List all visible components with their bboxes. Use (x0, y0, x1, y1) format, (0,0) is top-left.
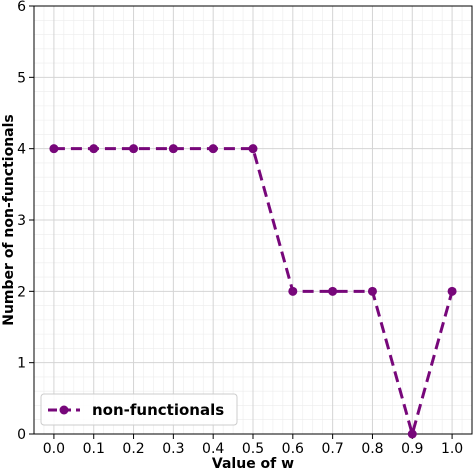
series-line (53, 147, 454, 436)
x-axis-label: Value of w (212, 456, 294, 470)
y-axis-label: Number of non-functionals (1, 114, 17, 326)
y-tick-label: 2 (17, 284, 26, 300)
y-tick-label: 6 (17, 0, 26, 15)
y-tick-label: 3 (17, 213, 26, 229)
data-point (248, 144, 258, 154)
data-point (288, 286, 298, 296)
x-tick-label: 0.7 (322, 441, 344, 457)
x-tick-label: 0.6 (282, 441, 304, 457)
x-tick-label: 0.5 (242, 441, 264, 457)
data-point (328, 286, 338, 296)
y-tick-label: 4 (17, 142, 26, 158)
data-point (208, 144, 218, 154)
data-point (367, 286, 377, 296)
data-point (129, 144, 139, 154)
data-point (447, 286, 457, 296)
y-tick-label: 5 (17, 70, 26, 86)
legend-marker (59, 405, 69, 415)
legend-box (40, 393, 238, 426)
x-tick-label: 0.1 (83, 441, 105, 457)
x-tick-label: 0.8 (361, 441, 383, 457)
data-point (407, 429, 417, 439)
legend: non-functionals (40, 393, 238, 426)
x-tick-label: 0.2 (122, 441, 144, 457)
y-axis-ticks: 0 1 2 3 4 5 6 (17, 0, 34, 443)
x-axis-ticks: 0.0 0.1 0.2 0.3 0.4 0.5 0.6 0.7 0.8 0.9 1.0 (43, 434, 463, 457)
x-tick-label: 0.9 (401, 441, 423, 457)
data-point (168, 144, 178, 154)
major-grid (34, 5, 472, 435)
data-point (49, 144, 59, 154)
y-tick-label: 1 (17, 356, 26, 372)
series-layer (49, 144, 457, 439)
legend-label: non-functionals (92, 401, 224, 419)
x-tick-label: 0.0 (43, 441, 65, 457)
data-point (89, 144, 99, 154)
x-tick-label: 0.3 (162, 441, 184, 457)
x-tick-label: 0.4 (202, 441, 224, 457)
x-tick-label: 1.0 (441, 441, 463, 457)
y-tick-label: 0 (17, 427, 26, 443)
